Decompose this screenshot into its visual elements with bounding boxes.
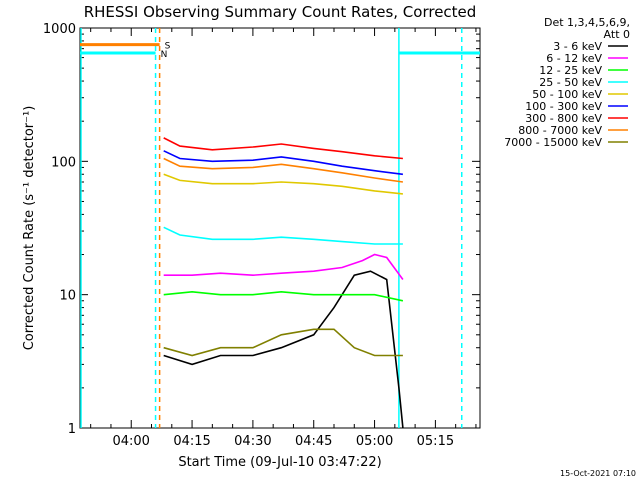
legend-label-3-6-kev: 3 - 6 keV bbox=[553, 40, 602, 53]
x-tick-label: 04:45 bbox=[295, 434, 332, 449]
series-line-25-50-kev bbox=[163, 226, 403, 245]
y-tick-label: 1 bbox=[68, 422, 76, 437]
y-tick-label: 1000 bbox=[43, 22, 76, 37]
plot-frame bbox=[79, 27, 481, 429]
legend-label-100-300-kev: 100 - 300 keV bbox=[525, 100, 602, 113]
series-line-7000-15000-kev bbox=[163, 328, 403, 357]
legend-title: Det 1,3,4,5,6,9, bbox=[544, 16, 630, 29]
legend-label-6-12-kev: 6 - 12 keV bbox=[546, 52, 602, 65]
x-tick-label: 05:15 bbox=[417, 434, 454, 449]
y-axis-label: Corrected Count Rate (s⁻¹ detector⁻¹) bbox=[22, 106, 37, 351]
series-line-6-12-kev bbox=[163, 253, 404, 280]
legend-label-50-100-kev: 50 - 100 keV bbox=[532, 88, 602, 101]
plot-area: 1 10 100 1000 04:00 04:15 04:30 04:45 05:00 05:15… bbox=[43, 22, 481, 449]
legend-label-300-800-kev: 300 - 800 keV bbox=[525, 112, 602, 125]
x-tick-label: 04:00 bbox=[112, 434, 149, 449]
x-tick-label: 04:15 bbox=[173, 434, 210, 449]
series-line-100-300-kev bbox=[163, 150, 404, 176]
y-tick-label: 10 bbox=[59, 289, 76, 304]
y-tick-label: 100 bbox=[51, 155, 76, 170]
x-tick-label: 05:00 bbox=[356, 434, 393, 449]
x-axis-label: Start Time (09-Jul-10 03:47:22) bbox=[178, 455, 381, 470]
series-line-300-800-kev bbox=[163, 137, 403, 160]
flag-label-s: S bbox=[165, 42, 171, 52]
x-tick-label: 04:30 bbox=[234, 434, 271, 449]
legend-label-7000-15000-kev: 7000 - 15000 keV bbox=[504, 136, 602, 149]
series-line-12-25-kev bbox=[163, 290, 404, 302]
footer-date: 15-Oct-2021 07:10 bbox=[560, 469, 636, 478]
chart-title: RHESSI Observing Summary Count Rates, Co… bbox=[84, 3, 477, 21]
legend-label-25-50-kev: 25 - 50 keV bbox=[539, 76, 602, 89]
legend-title: Att 0 bbox=[604, 28, 630, 41]
series-line-800-7000-kev bbox=[163, 157, 404, 183]
flag-label-n: N bbox=[161, 50, 168, 60]
legend-label-800-7000-kev: 800 - 7000 keV bbox=[518, 124, 602, 137]
legend-label-12-25-kev: 12 - 25 keV bbox=[539, 64, 602, 77]
series-line-50-100-kev bbox=[163, 173, 403, 195]
